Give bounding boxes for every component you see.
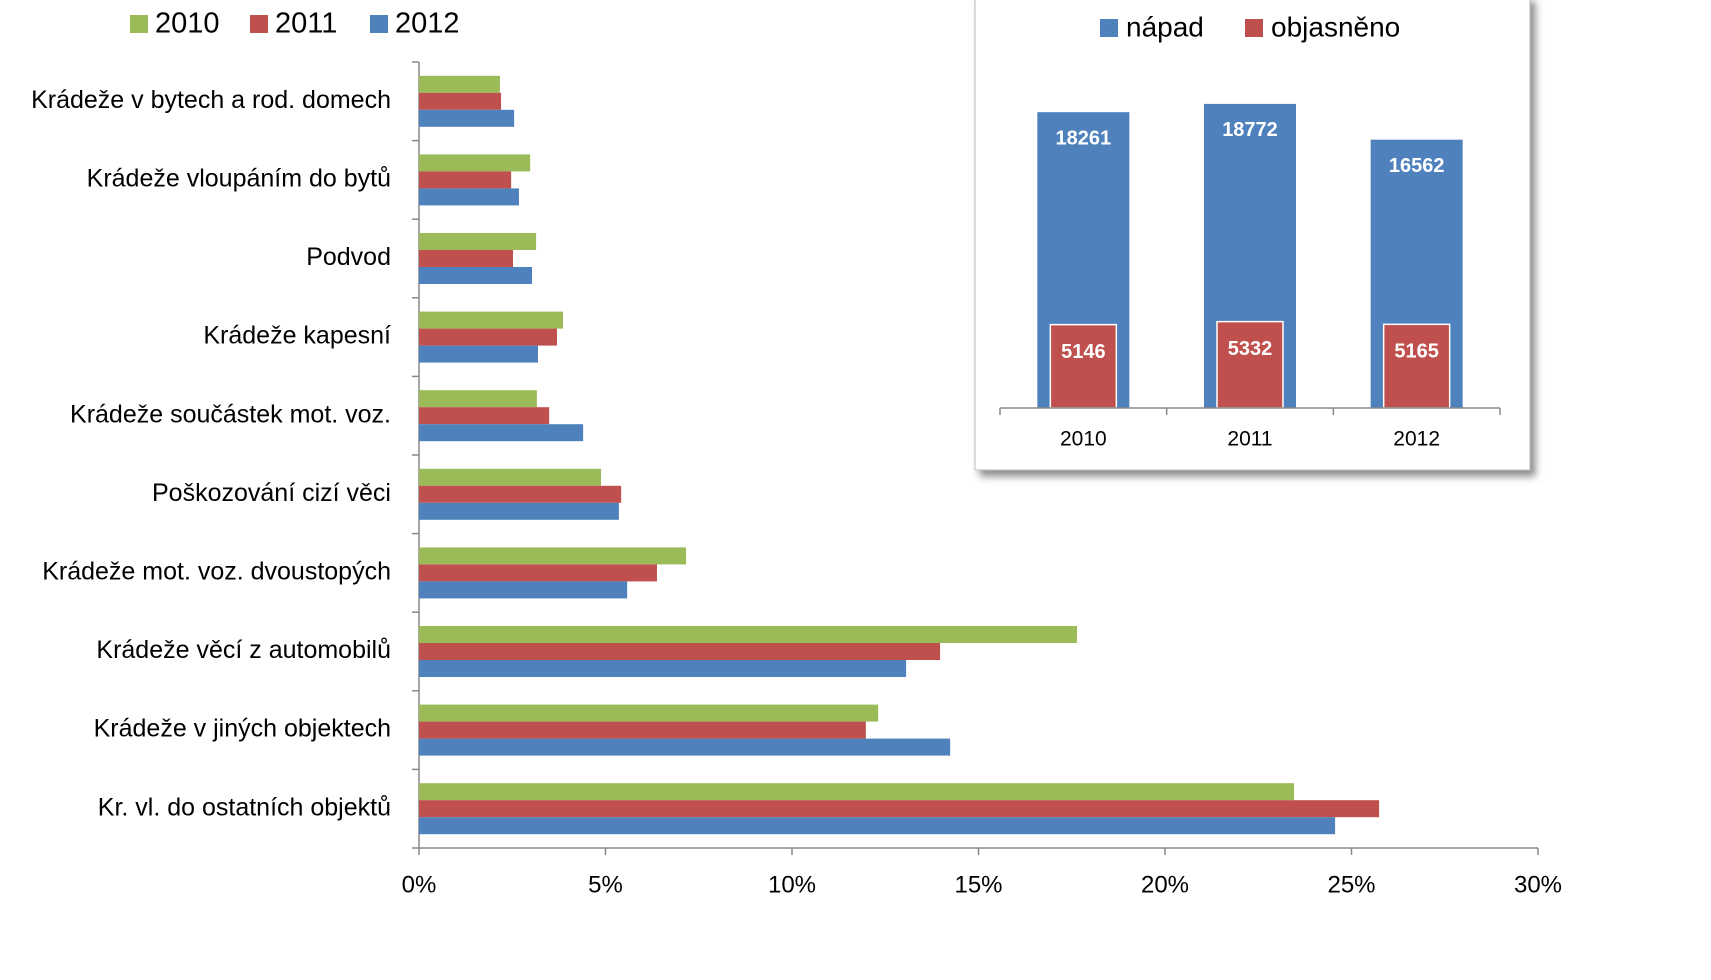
bar bbox=[419, 817, 1336, 835]
x-tick-label: 5% bbox=[588, 871, 623, 898]
bar bbox=[1382, 323, 1451, 409]
bar bbox=[419, 581, 628, 599]
x-tick-label: 2010 bbox=[1060, 428, 1107, 451]
legend-label: objasněno bbox=[1271, 11, 1400, 42]
legend-swatch bbox=[370, 15, 388, 33]
bar bbox=[419, 738, 951, 756]
bar bbox=[419, 547, 687, 565]
bar bbox=[419, 468, 602, 486]
bar bbox=[419, 267, 533, 284]
x-tick-label: 15% bbox=[954, 871, 1002, 898]
x-tick-label: 25% bbox=[1327, 871, 1375, 898]
bar bbox=[419, 233, 537, 250]
bar bbox=[419, 328, 558, 346]
y-tick-label: Krádeže v jiných objektech bbox=[94, 715, 391, 743]
value-label: 18772 bbox=[1222, 119, 1278, 141]
x-tick-label: 0% bbox=[402, 871, 437, 898]
bar bbox=[419, 75, 500, 93]
bar bbox=[419, 643, 941, 660]
legend-swatch bbox=[1245, 19, 1263, 37]
y-tick-label: Krádeže věcí z automobilů bbox=[96, 636, 391, 664]
bar bbox=[419, 721, 866, 739]
legend-label: 2010 bbox=[155, 8, 220, 40]
bar bbox=[419, 800, 1380, 818]
bar bbox=[419, 92, 502, 110]
legend-label: nápad bbox=[1126, 11, 1204, 42]
legend-label: 2011 bbox=[275, 8, 337, 40]
inset-chart: 18261 5146 2010 18772 5332 2011 16562 5165 2012 n… bbox=[999, 11, 1501, 451]
y-tick-label: Krádeže v bytech a rod. domech bbox=[31, 86, 391, 114]
bar bbox=[419, 188, 519, 206]
bar bbox=[419, 660, 907, 677]
legend-swatch bbox=[1100, 19, 1118, 37]
y-tick-label: Poškozování cizí věci bbox=[152, 479, 391, 507]
x-tick-label: 10% bbox=[768, 871, 816, 898]
legend-label: 2012 bbox=[395, 8, 460, 40]
bar bbox=[419, 424, 584, 442]
y-tick-label: Krádeže mot. voz. dvoustopých bbox=[42, 558, 391, 586]
bar bbox=[419, 783, 1295, 801]
bar bbox=[1216, 320, 1284, 409]
legend-swatch bbox=[250, 15, 268, 33]
value-label: 16562 bbox=[1389, 155, 1445, 177]
bar bbox=[419, 171, 512, 189]
bar bbox=[419, 345, 538, 363]
main-chart: 0% 5% 10% 15% 20% 25% 30% Krádeže v bytech a ro… bbox=[31, 8, 1562, 899]
bar bbox=[419, 390, 537, 408]
x-tick-label: 20% bbox=[1141, 871, 1189, 898]
bar bbox=[419, 250, 513, 267]
bar bbox=[419, 626, 1077, 643]
legend-swatch bbox=[130, 15, 148, 33]
bar bbox=[419, 485, 622, 503]
bar bbox=[419, 154, 531, 172]
bar bbox=[419, 564, 657, 582]
bar bbox=[419, 311, 563, 329]
value-label: 5146 bbox=[1061, 341, 1106, 363]
value-label: 5332 bbox=[1228, 338, 1273, 360]
value-label: 18261 bbox=[1056, 127, 1112, 149]
y-tick-label: Krádeže kapesní bbox=[203, 322, 391, 350]
x-tick-label: 2011 bbox=[1227, 428, 1272, 451]
y-tick-label: Krádeže součástek mot. voz. bbox=[70, 400, 391, 428]
y-tick-label: Krádeže vloupáním do bytů bbox=[87, 165, 391, 193]
bar bbox=[419, 704, 879, 722]
bar bbox=[419, 407, 550, 425]
y-tick-label: Podvod bbox=[306, 243, 391, 271]
bar bbox=[419, 109, 515, 127]
bar bbox=[419, 502, 619, 520]
y-tick-label: Kr. vl. do ostatních objektů bbox=[98, 793, 391, 821]
value-label: 5165 bbox=[1394, 341, 1439, 363]
x-tick-label: 2012 bbox=[1393, 428, 1440, 451]
x-tick-label: 30% bbox=[1514, 871, 1562, 898]
bar bbox=[1049, 323, 1118, 409]
